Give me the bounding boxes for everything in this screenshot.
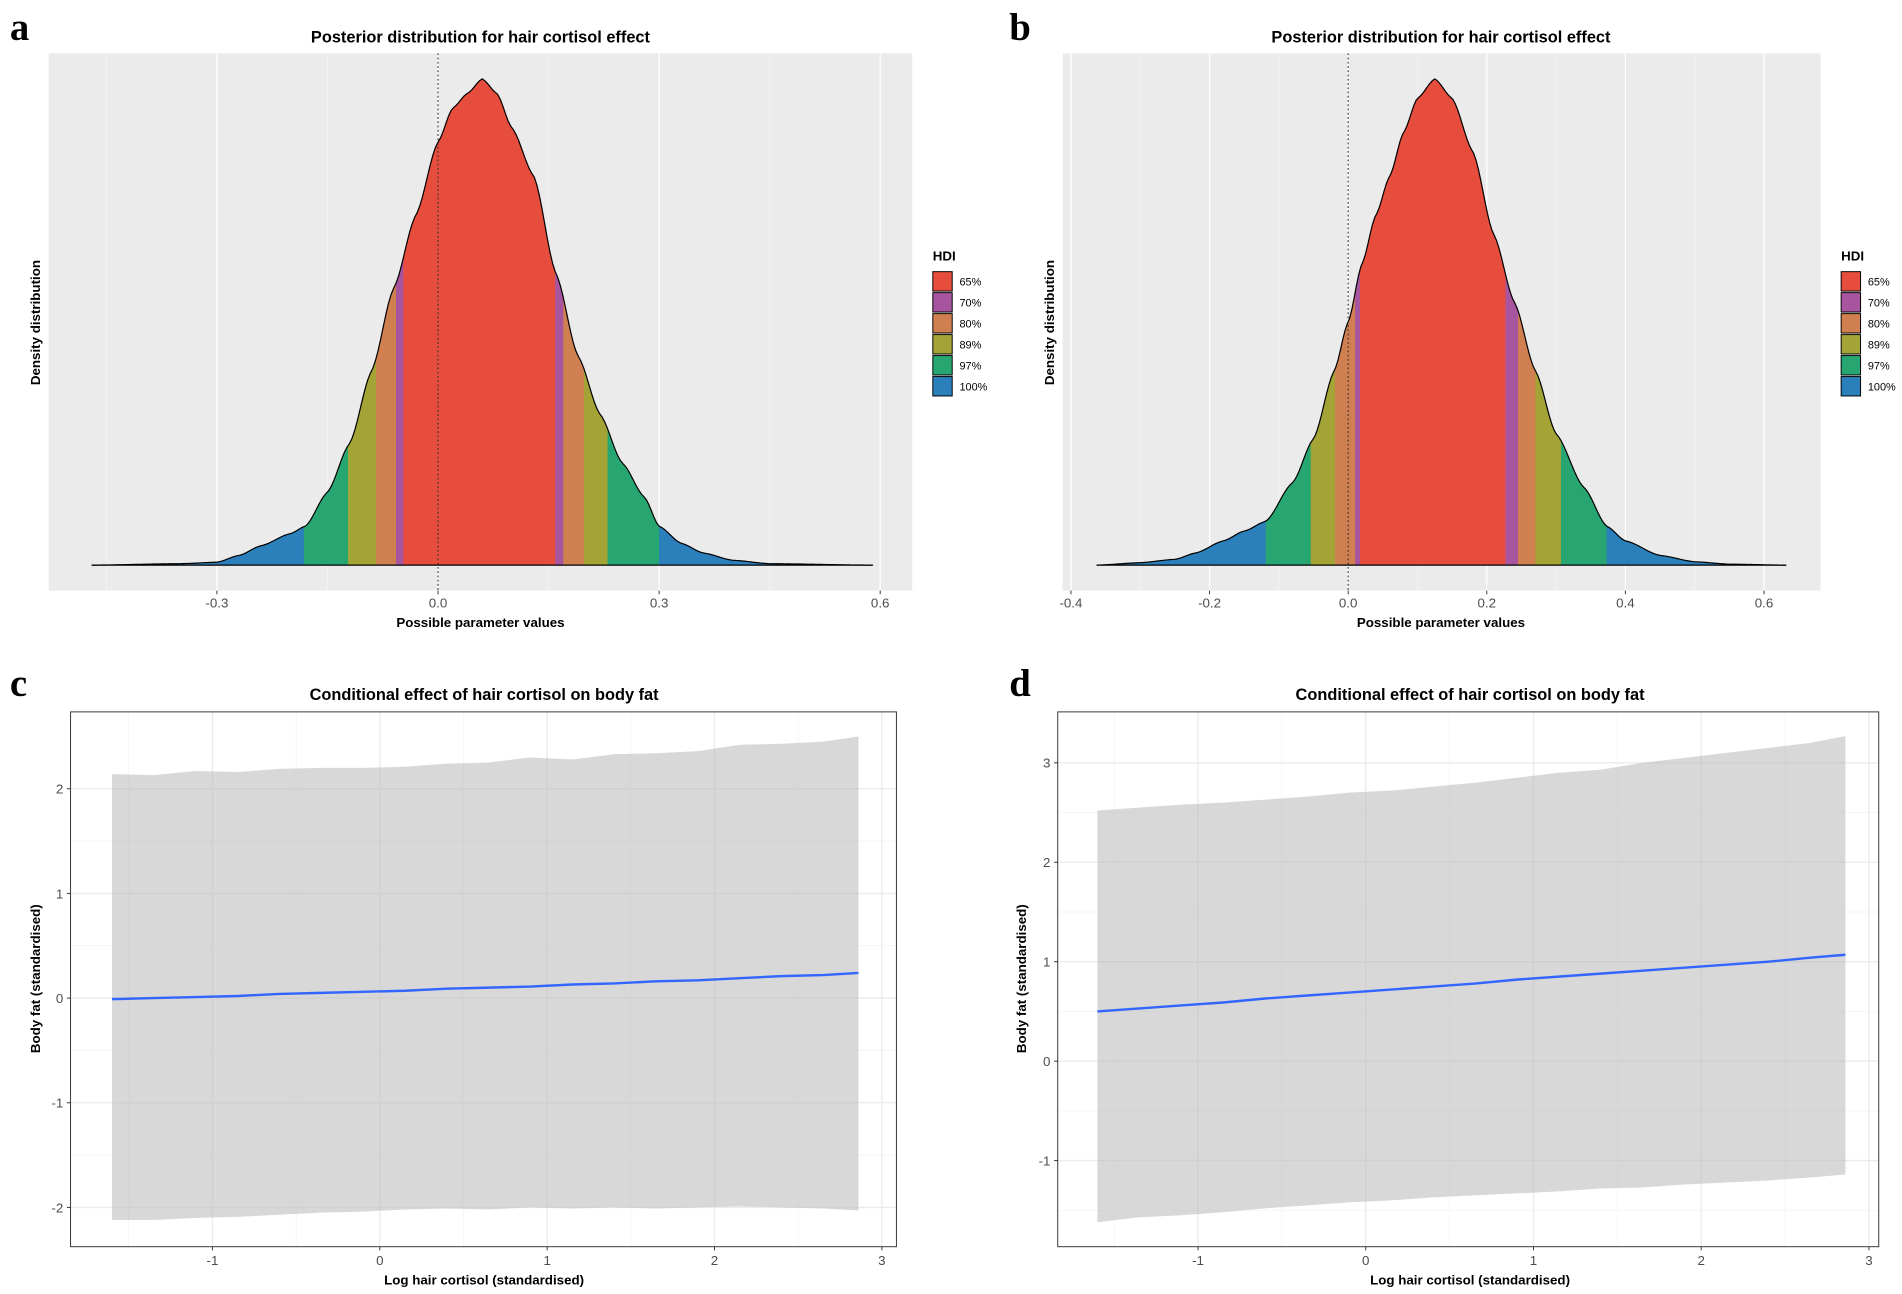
legend-key bbox=[1840, 292, 1862, 313]
x-tick-label: 0.3 bbox=[650, 596, 669, 611]
legend-key bbox=[1840, 271, 1862, 292]
x-tick-label: 2 bbox=[711, 1253, 718, 1268]
x-tick-label: -1 bbox=[207, 1253, 219, 1268]
legend-title: HDI bbox=[933, 249, 956, 264]
y-axis-label: Density distribution bbox=[1042, 260, 1057, 385]
y-tick-label: 1 bbox=[1043, 955, 1050, 970]
credible-ribbon bbox=[1097, 735, 1846, 1223]
y-tick-label: 2 bbox=[1043, 855, 1050, 870]
x-tick-label: -1 bbox=[1192, 1253, 1204, 1268]
legend-label: 89% bbox=[1868, 340, 1890, 352]
x-tick-label: 0.2 bbox=[1478, 596, 1497, 611]
panel-b: b Posterior distribution for hair cortis… bbox=[1009, 6, 1896, 630]
x-tick-label: -0.2 bbox=[1198, 596, 1221, 611]
legend-key bbox=[932, 355, 953, 376]
hdi-band-65pct bbox=[403, 79, 556, 566]
chart-title: Conditional effect of hair cortisol on b… bbox=[1296, 686, 1646, 704]
chart-title: Posterior distribution for hair cortisol… bbox=[311, 28, 651, 46]
credible-ribbon bbox=[112, 736, 859, 1220]
estimate-line bbox=[111, 971, 859, 1001]
legend-label: 100% bbox=[1868, 382, 1896, 394]
estimate-line bbox=[1097, 953, 1846, 1013]
y-tick-label: 3 bbox=[1043, 756, 1050, 771]
x-tick-label: 0.0 bbox=[429, 596, 448, 611]
legend-key bbox=[932, 376, 953, 397]
x-tick-label: 3 bbox=[1865, 1253, 1872, 1268]
y-axis-label: Density distribution bbox=[28, 260, 43, 385]
x-tick-label: 0.0 bbox=[1339, 596, 1358, 611]
y-tick-label: 0 bbox=[1043, 1054, 1050, 1069]
x-axis-label: Possible parameter values bbox=[396, 615, 564, 630]
legend-label: 80% bbox=[1868, 319, 1890, 331]
y-tick-label: -1 bbox=[51, 1096, 63, 1111]
density-outline bbox=[91, 78, 873, 566]
x-tick-label: -0.3 bbox=[205, 596, 228, 611]
legend-label: 65% bbox=[1868, 277, 1890, 289]
legend-label: 97% bbox=[959, 361, 981, 373]
y-tick-label: -2 bbox=[51, 1200, 63, 1215]
legend-key bbox=[1840, 376, 1862, 397]
x-tick-label: -0.4 bbox=[1059, 596, 1083, 611]
legend-label: 70% bbox=[1868, 298, 1890, 310]
panel-border bbox=[70, 711, 897, 1248]
legend-key bbox=[932, 313, 953, 334]
density-outline bbox=[1096, 78, 1787, 566]
panel-border bbox=[1057, 711, 1880, 1248]
x-tick-label: 1 bbox=[1530, 1253, 1537, 1268]
chart-title: Conditional effect of hair cortisol on b… bbox=[310, 686, 660, 704]
x-tick-label: 0 bbox=[1362, 1253, 1369, 1268]
y-tick-label: 2 bbox=[56, 782, 63, 797]
legend-label: 89% bbox=[959, 340, 981, 352]
legend-key bbox=[932, 334, 953, 355]
legend-key bbox=[932, 292, 953, 313]
legend-key bbox=[1840, 355, 1862, 376]
x-tick-label: 0.6 bbox=[1755, 596, 1774, 611]
hdi-band-65pct bbox=[1359, 79, 1506, 566]
y-tick-label: 0 bbox=[56, 991, 63, 1006]
x-tick-label: 2 bbox=[1697, 1253, 1704, 1268]
legend-label: 100% bbox=[959, 382, 987, 394]
x-tick-label: 3 bbox=[878, 1253, 885, 1268]
y-axis-label: Body fat (standardised) bbox=[1014, 904, 1029, 1053]
x-tick-label: 1 bbox=[543, 1253, 550, 1268]
x-axis-label: Log hair cortisol (standardised) bbox=[1370, 1272, 1570, 1287]
y-tick-label: 1 bbox=[56, 886, 63, 901]
panel-letter-c: c bbox=[10, 662, 27, 705]
x-tick-label: 0.6 bbox=[871, 596, 890, 611]
legend-key bbox=[1840, 313, 1862, 334]
panel-letter-a: a bbox=[10, 6, 29, 49]
x-axis-label: Possible parameter values bbox=[1357, 615, 1525, 630]
legend-label: 70% bbox=[959, 298, 981, 310]
legend-label: 80% bbox=[959, 319, 981, 331]
panel-letter-b: b bbox=[1009, 6, 1031, 49]
x-axis-label: Log hair cortisol (standardised) bbox=[384, 1272, 584, 1287]
chart-title: Posterior distribution for hair cortisol… bbox=[1271, 28, 1611, 46]
x-tick-label: 0 bbox=[376, 1253, 383, 1268]
legend-title: HDI bbox=[1841, 249, 1864, 264]
panel-d: d Conditional effect of hair cortisol on… bbox=[1009, 662, 1880, 1287]
x-tick-label: 0.4 bbox=[1616, 596, 1635, 611]
panel-c: c Conditional effect of hair cortisol on… bbox=[10, 662, 897, 1287]
y-tick-label: -1 bbox=[1039, 1153, 1051, 1168]
panel-letter-d: d bbox=[1009, 662, 1031, 705]
legend-label: 65% bbox=[959, 277, 981, 289]
legend-label: 97% bbox=[1868, 361, 1890, 373]
legend-key bbox=[932, 271, 953, 292]
panel-a: a Posterior distribution for hair cortis… bbox=[10, 6, 988, 630]
legend-key bbox=[1840, 334, 1862, 355]
y-axis-label: Body fat (standardised) bbox=[28, 904, 43, 1053]
